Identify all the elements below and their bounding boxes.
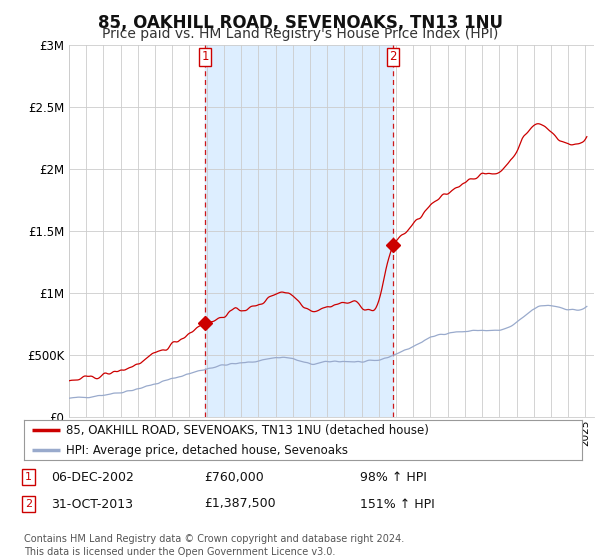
- Bar: [205, 45, 393, 417]
- Text: 2: 2: [389, 50, 397, 63]
- Text: £760,000: £760,000: [204, 470, 264, 484]
- Text: 31-OCT-2013: 31-OCT-2013: [51, 497, 133, 511]
- Text: 85, OAKHILL ROAD, SEVENOAKS, TN13 1NU (detached house): 85, OAKHILL ROAD, SEVENOAKS, TN13 1NU (d…: [66, 423, 429, 437]
- Text: Contains HM Land Registry data © Crown copyright and database right 2024.
This d: Contains HM Land Registry data © Crown c…: [24, 534, 404, 557]
- Text: Price paid vs. HM Land Registry's House Price Index (HPI): Price paid vs. HM Land Registry's House …: [102, 27, 498, 41]
- Text: 06-DEC-2002: 06-DEC-2002: [51, 470, 134, 484]
- Text: £1,387,500: £1,387,500: [204, 497, 275, 511]
- Text: 2: 2: [25, 499, 32, 509]
- Text: 151% ↑ HPI: 151% ↑ HPI: [360, 497, 435, 511]
- Text: HPI: Average price, detached house, Sevenoaks: HPI: Average price, detached house, Seve…: [66, 444, 348, 457]
- Text: 1: 1: [25, 472, 32, 482]
- Text: 98% ↑ HPI: 98% ↑ HPI: [360, 470, 427, 484]
- Text: 1: 1: [202, 50, 209, 63]
- Text: 85, OAKHILL ROAD, SEVENOAKS, TN13 1NU: 85, OAKHILL ROAD, SEVENOAKS, TN13 1NU: [97, 14, 503, 32]
